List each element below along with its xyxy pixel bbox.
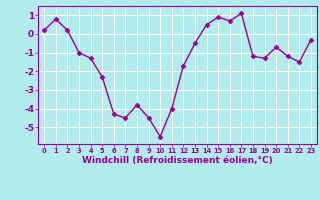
X-axis label: Windchill (Refroidissement éolien,°C): Windchill (Refroidissement éolien,°C) (82, 156, 273, 165)
